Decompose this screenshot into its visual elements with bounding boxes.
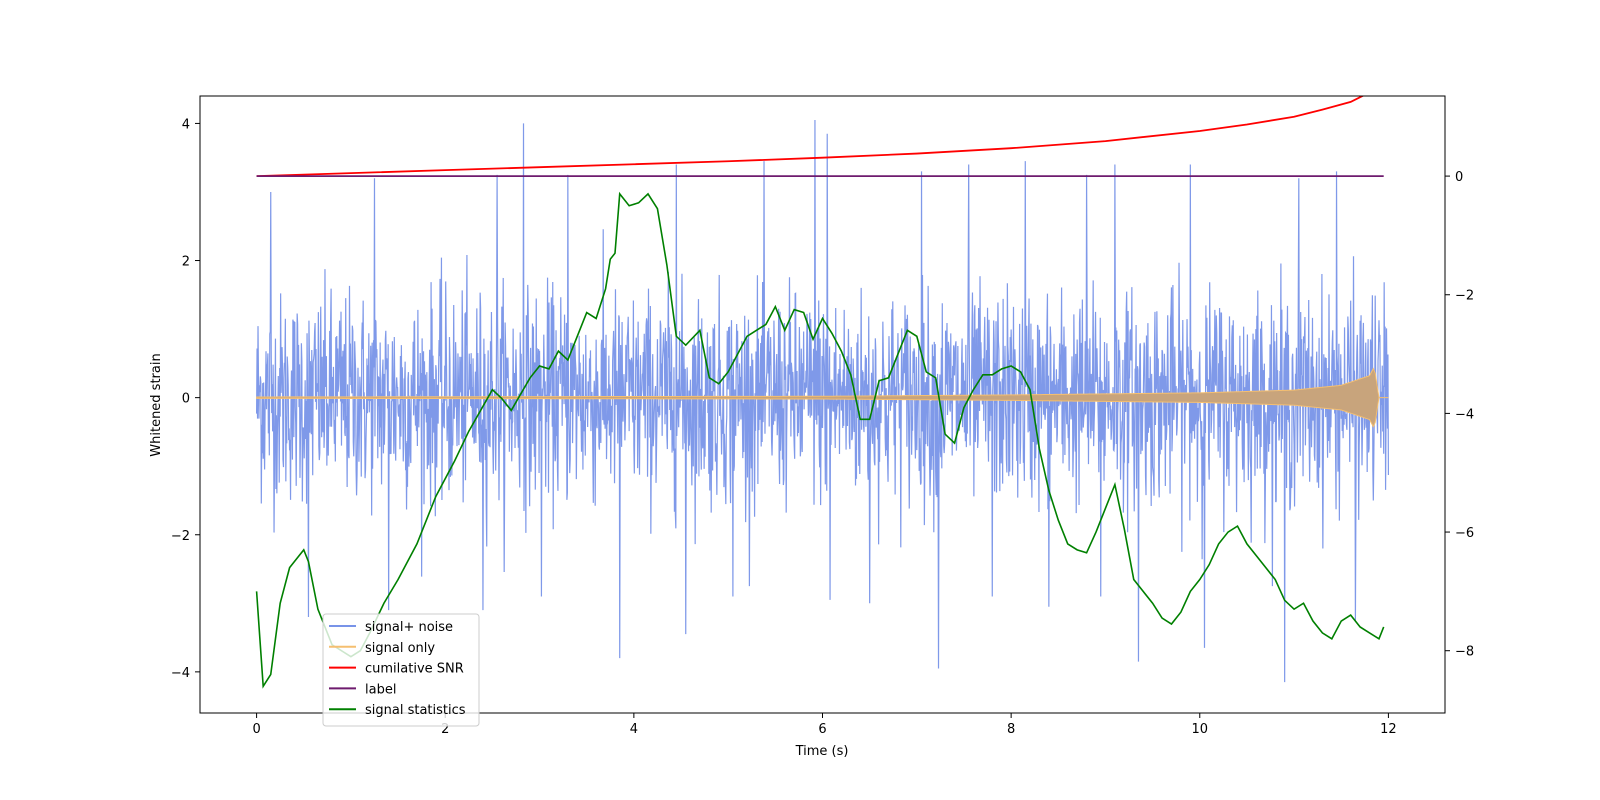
legend-entry: signal+ noise <box>365 620 453 635</box>
x-axis-label: Time (s) <box>795 744 849 759</box>
x-tick-label: 6 <box>818 722 826 737</box>
y-tick-label: 2 <box>182 255 190 270</box>
x-tick-label: 2 <box>441 722 449 737</box>
axes: 0 2 4 6 8 10 12 −4 −2 0 2 4 −8 −6 −4 −2 0 <box>171 117 1474 737</box>
y2-tick-label: 0 <box>1455 170 1463 185</box>
y-axis-label: Whitened strain <box>149 353 164 456</box>
x-tick-label: 4 <box>630 722 638 737</box>
y-tick-label: 4 <box>182 117 190 132</box>
y2-tick-label: −8 <box>1455 645 1474 660</box>
plot-area <box>255 96 1390 689</box>
y2-tick-label: −2 <box>1455 289 1474 304</box>
legend-box <box>322 613 480 727</box>
series-signal-only <box>256 367 1389 428</box>
y-tick-label: −2 <box>171 529 190 544</box>
legend: signal+ noise signal only cumilative SNR la… <box>322 613 480 727</box>
legend-entry: signal only <box>365 641 435 656</box>
x-tick-label: 12 <box>1380 722 1397 737</box>
x-tick-label: 8 <box>1007 722 1015 737</box>
legend-entry: cumilative SNR <box>365 662 464 677</box>
series-signal-statistics <box>255 191 1385 689</box>
legend-entry: label <box>365 682 396 697</box>
y2-tick-label: −6 <box>1455 526 1474 541</box>
y2-tick-label: −4 <box>1455 407 1474 422</box>
series-cumulative-snr <box>256 96 1365 177</box>
y-tick-label: −4 <box>171 666 190 681</box>
x-tick-label: 10 <box>1191 722 1208 737</box>
legend-entry: signal statistics <box>365 703 466 718</box>
y-tick-label: 0 <box>182 392 190 407</box>
series-signal-plus-noise <box>255 119 1390 683</box>
x-tick-label: 0 <box>252 722 260 737</box>
